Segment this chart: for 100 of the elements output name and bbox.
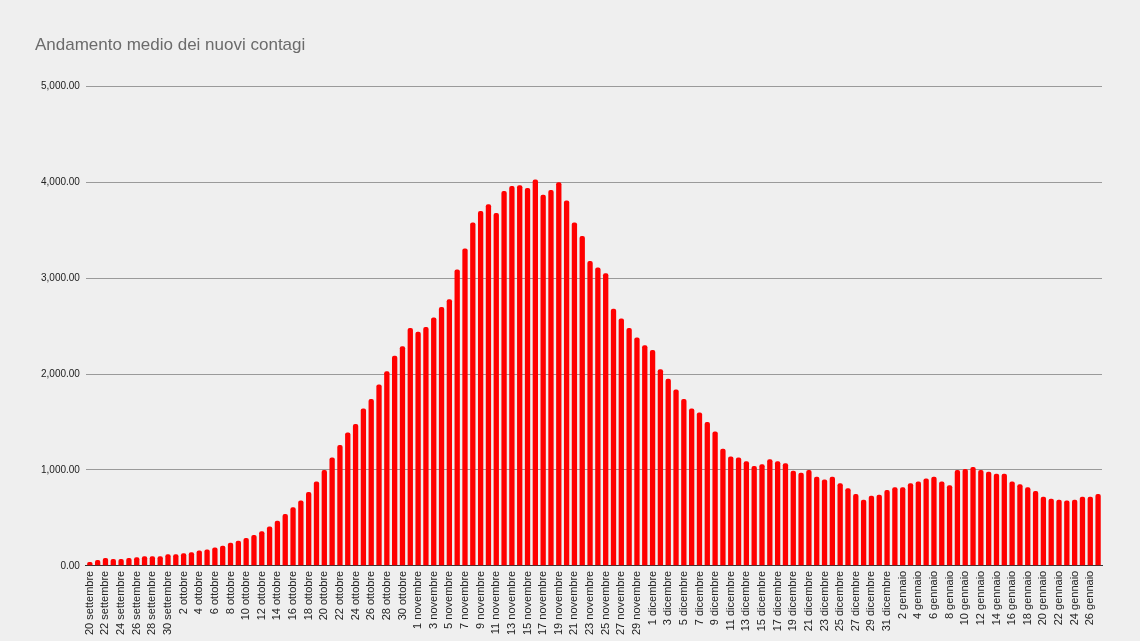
x-tick-label: 30 settembre [161, 570, 174, 635]
bar [798, 472, 804, 566]
bar [306, 491, 312, 566]
x-tick-label: 21 novembre [567, 570, 580, 636]
bar [243, 537, 249, 566]
bar [477, 211, 484, 566]
bar [392, 355, 398, 566]
y-tick-label: 2,000.00 [40, 367, 81, 379]
bar [532, 179, 538, 566]
x-tick-label: 22 settembre [98, 570, 111, 635]
y-tick-label: 4,000.00 [40, 176, 81, 188]
x-tick-label: 16 ottobre [286, 570, 299, 621]
bar [814, 476, 820, 566]
x-tick-label: 2 ottobre [176, 570, 189, 615]
x-tick-label: 20 ottobre [317, 570, 330, 621]
x-tick-label: 24 settembre [114, 570, 127, 635]
x-tick-label: 21 dicembre [801, 570, 814, 632]
x-tick-label: 27 dicembre [848, 570, 861, 632]
bar [352, 423, 359, 566]
bar [1071, 499, 1078, 566]
bar [900, 487, 906, 566]
x-tick-label: 25 dicembre [833, 570, 846, 632]
bar [907, 483, 914, 566]
bar [337, 444, 343, 566]
bar [884, 490, 890, 566]
bar [806, 469, 812, 566]
bar [415, 331, 421, 566]
x-tick-label: 17 dicembre [770, 570, 783, 632]
bar [266, 526, 273, 566]
x-tick-label: 10 ottobre [239, 570, 252, 621]
bar [704, 421, 710, 566]
bar [540, 194, 546, 566]
bar [954, 469, 961, 566]
bar [259, 531, 265, 566]
bar [649, 350, 656, 566]
x-tick-label: 23 dicembre [817, 570, 830, 632]
bar [767, 459, 773, 566]
x-tick-label: 23 novembre [583, 570, 596, 636]
bar [689, 408, 695, 566]
bar [946, 485, 953, 566]
x-tick-label: 19 novembre [551, 570, 564, 636]
x-tick-label: 13 novembre [504, 570, 517, 636]
bar [329, 457, 335, 566]
bar [1087, 496, 1093, 566]
x-tick-label: 3 dicembre [661, 570, 674, 626]
bar [485, 204, 492, 566]
x-tick-label: 3 novembre [426, 570, 439, 629]
bar [845, 488, 851, 566]
x-tick-label: 14 gennaio [989, 570, 1002, 626]
x-tick-label: 6 ottobre [207, 570, 220, 615]
bar [274, 520, 281, 566]
x-tick-label: 20 settembre [82, 570, 95, 635]
bar [939, 481, 945, 566]
bar [1009, 481, 1015, 566]
bar [212, 547, 218, 566]
bar [970, 467, 976, 566]
bar [610, 308, 617, 566]
bar [634, 337, 640, 566]
x-tick-label: 2 gennaio [895, 570, 908, 620]
bar [860, 499, 867, 566]
x-tick-label: 26 settembre [129, 570, 142, 635]
bar [556, 182, 562, 566]
x-tick-label: 19 dicembre [786, 570, 799, 632]
x-tick-label: 27 novembre [614, 570, 627, 636]
bar [220, 545, 226, 566]
bar [1001, 473, 1007, 566]
bar [470, 222, 476, 566]
bar [462, 248, 468, 566]
x-tick-label: 4 gennaio [911, 570, 924, 620]
x-tick-label: 10 gennaio [958, 570, 971, 626]
bar [1056, 499, 1062, 566]
bar [626, 328, 632, 566]
x-tick-label: 31 dicembre [880, 570, 893, 632]
y-tick-label: 1,000.00 [40, 463, 81, 475]
bar [454, 269, 460, 566]
x-tick-label: 1 dicembre [645, 570, 658, 626]
bar [665, 378, 671, 566]
bar [673, 389, 679, 566]
x-tick-label: 22 ottobre [332, 570, 345, 621]
bar [313, 481, 320, 566]
x-tick-label: 9 dicembre [708, 570, 721, 626]
bar [204, 549, 210, 566]
bar [571, 222, 578, 566]
bar [1032, 491, 1039, 566]
x-tick-label: 20 gennaio [1036, 570, 1049, 626]
bar [407, 328, 413, 566]
bar [524, 188, 531, 566]
bar [384, 371, 390, 566]
bar [876, 494, 882, 566]
bar [962, 468, 968, 566]
bar [290, 507, 296, 566]
y-tick-label: 0.00 [60, 559, 81, 571]
x-tick-label: 14 ottobre [270, 570, 283, 621]
bar [345, 432, 351, 566]
bar [423, 327, 429, 566]
x-tick-label: 24 ottobre [348, 570, 361, 621]
bar [915, 481, 921, 566]
y-tick-label: 5,000.00 [40, 80, 81, 92]
bar [821, 479, 828, 566]
bar [282, 514, 288, 566]
